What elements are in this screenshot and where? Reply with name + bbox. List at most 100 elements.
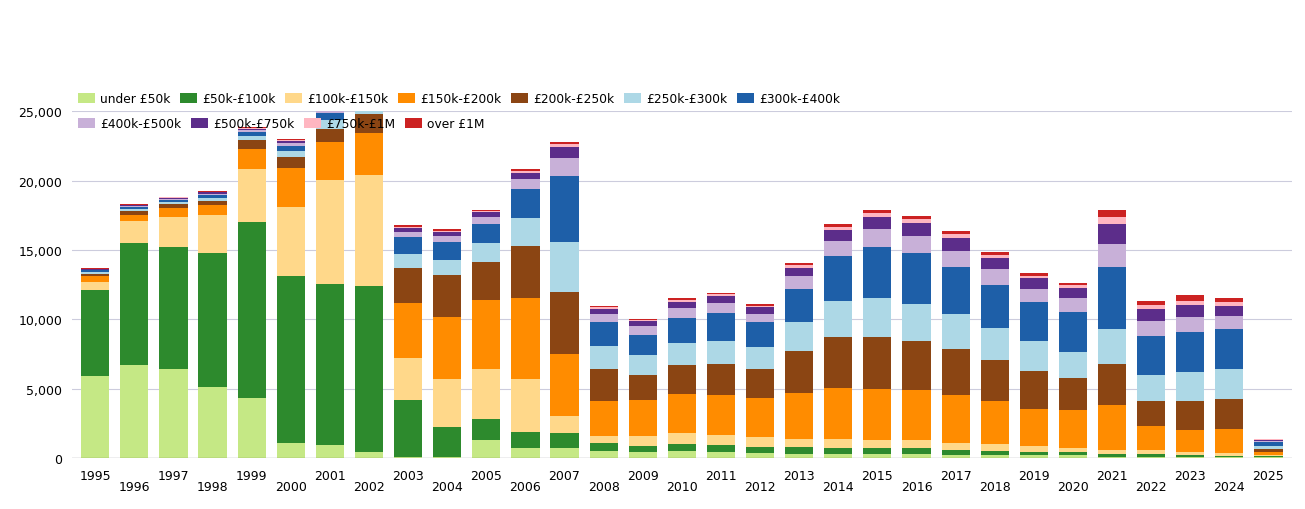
Bar [629,375,656,400]
Bar [238,129,266,130]
Bar [1058,298,1087,312]
Text: 2000: 2000 [275,480,307,493]
Bar [355,115,384,134]
Bar [238,133,266,137]
Bar [864,217,891,230]
Bar [277,208,305,277]
Bar [786,352,813,393]
Text: 2002: 2002 [354,480,385,493]
Bar [120,212,149,215]
Bar [394,268,423,303]
Bar [668,308,696,318]
Bar [746,437,774,447]
Bar [903,219,930,223]
Bar [551,448,578,458]
Bar [81,282,110,291]
Bar [786,393,813,439]
Bar [238,399,266,458]
Bar [1254,455,1283,456]
Bar [1215,457,1244,458]
Bar [277,169,305,208]
Bar [941,450,970,456]
Bar [1176,457,1205,458]
Bar [433,275,461,317]
Text: 2013: 2013 [783,469,816,482]
Bar [551,145,578,148]
Bar [277,141,305,142]
Bar [1058,286,1087,289]
Bar [159,203,188,205]
Bar [746,453,774,458]
Bar [707,297,735,304]
Bar [159,248,188,370]
Bar [903,237,930,253]
Bar [786,289,813,322]
Bar [1176,431,1205,453]
Bar [1215,307,1244,317]
Bar [1058,312,1087,352]
Bar [941,239,970,251]
Bar [707,293,735,295]
Bar [903,448,930,454]
Bar [707,295,735,297]
Bar [903,223,930,237]
Bar [590,401,617,436]
Bar [433,457,461,458]
Bar [1176,372,1205,401]
Bar [1215,453,1244,456]
Bar [512,180,539,189]
Bar [825,231,852,241]
Bar [551,433,578,448]
Bar [277,147,305,152]
Bar [355,105,384,115]
Bar [1058,453,1087,456]
Bar [316,114,345,121]
Bar [1254,442,1283,446]
Text: 2004: 2004 [432,480,463,493]
Bar [668,451,696,458]
Bar [864,440,891,448]
Bar [81,269,110,270]
Bar [1058,289,1087,298]
Bar [238,131,266,133]
Bar [512,448,539,458]
Bar [355,287,384,453]
Bar [903,440,930,448]
Bar [198,196,227,199]
Bar [433,230,461,231]
Bar [120,221,149,243]
Bar [1254,449,1283,452]
Bar [980,456,1009,458]
Bar [198,201,227,206]
Bar [825,257,852,301]
Bar [277,443,305,458]
Bar [316,445,345,458]
Bar [746,306,774,308]
Bar [629,319,656,320]
Text: 2021: 2021 [1096,469,1128,482]
Bar [355,94,384,105]
Bar [81,271,110,273]
Bar [1098,224,1126,245]
Bar [551,177,578,242]
Bar [1019,273,1048,276]
Bar [472,419,500,440]
Bar [746,308,774,314]
Bar [941,349,970,395]
Bar [551,143,578,145]
Bar [707,395,735,435]
Bar [1137,454,1165,457]
Bar [980,285,1009,328]
Text: 2018: 2018 [979,480,1010,493]
Text: 2024: 2024 [1214,480,1245,493]
Bar [1019,456,1048,458]
Bar [864,299,891,337]
Text: 2019: 2019 [1018,469,1049,482]
Bar [512,174,539,180]
Bar [1137,375,1165,401]
Bar [551,148,578,159]
Bar [1176,456,1205,457]
Bar [277,144,305,147]
Bar [590,309,617,314]
Text: 1995: 1995 [80,469,111,482]
